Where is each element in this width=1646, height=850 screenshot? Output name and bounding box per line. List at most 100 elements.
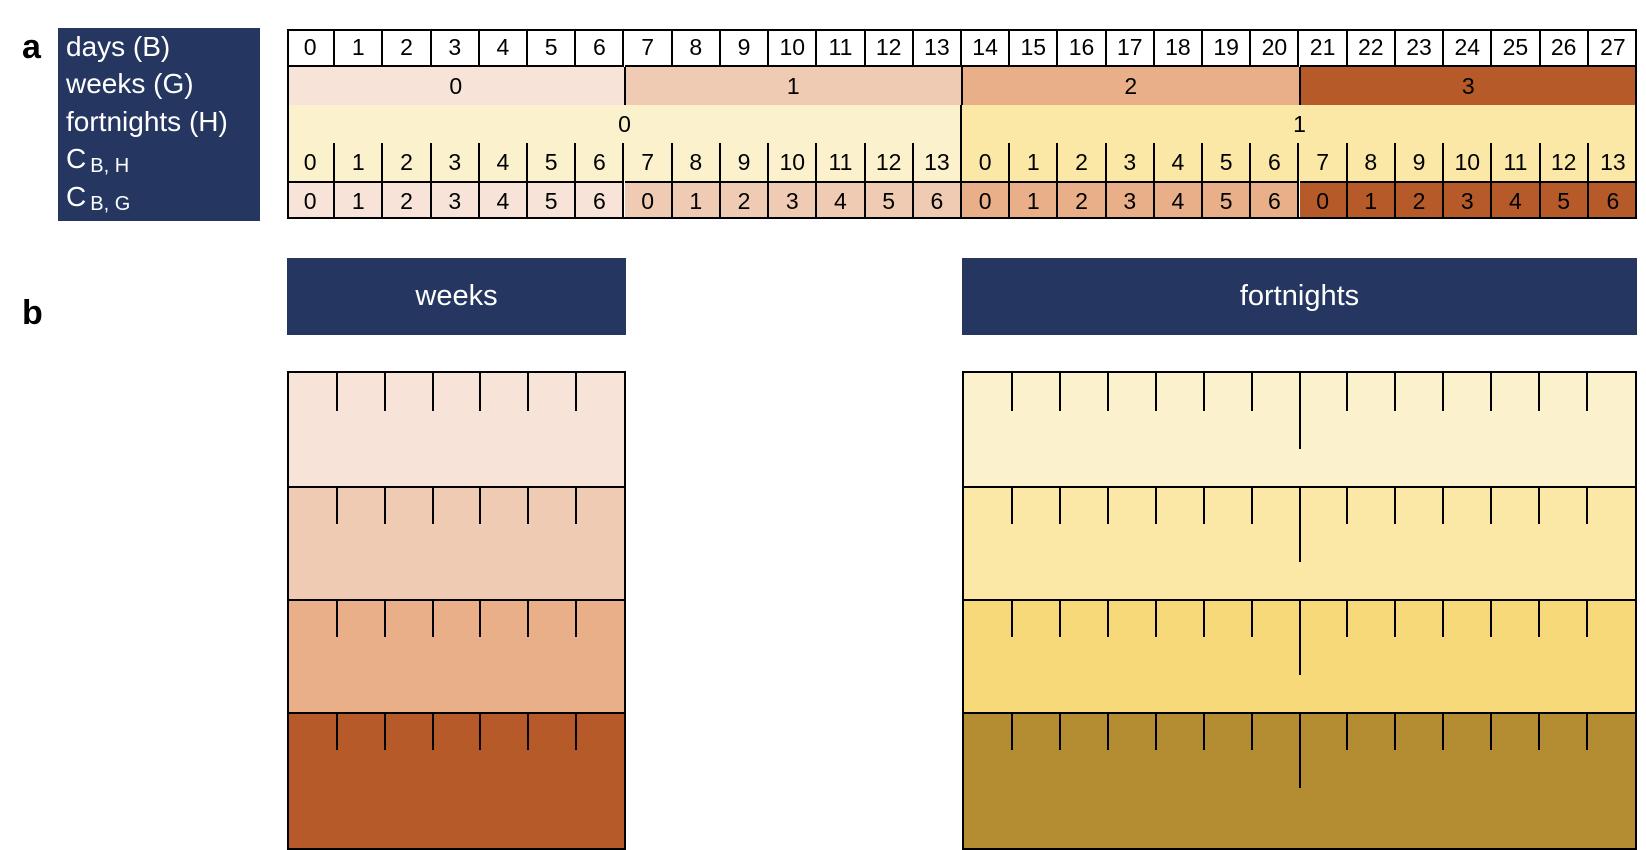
calendar-grid: 0 1 2 3 4 5 6 7 8 9 10 11 12 13 14 15 16 17 18 19 20 21 22 23 24… — [287, 29, 1637, 219]
c-bg-cell: 1 — [335, 181, 384, 219]
c-bh-cell: 8 — [673, 143, 721, 181]
fortnights-ruler-tick — [1538, 373, 1541, 411]
c-bg-cell: 2 — [383, 181, 432, 219]
c-bh-cell: 5 — [528, 143, 577, 181]
c-bh-cell: 3 — [432, 143, 480, 181]
c-bh-cell: 6 — [576, 143, 625, 181]
fortnights-ruler-tick — [1394, 486, 1397, 524]
c-bh-cell: 12 — [866, 143, 914, 181]
day-cell: 23 — [1395, 29, 1445, 67]
fortnights-ruler-tick — [1106, 599, 1109, 637]
c-bh-cell: 11 — [817, 143, 866, 181]
c-bg-cell: 4 — [817, 181, 866, 219]
day-cell: 22 — [1347, 29, 1396, 67]
weeks-ruler-band — [289, 599, 624, 712]
day-cell: 2 — [383, 29, 432, 67]
day-cell: 11 — [817, 29, 866, 67]
weeks-ruler-tick — [479, 712, 482, 750]
day-cell: 19 — [1203, 29, 1252, 67]
day-cell: 16 — [1058, 29, 1107, 67]
fortnights-ruler-tick — [1586, 712, 1589, 750]
c-bg-cell: 5 — [1540, 181, 1589, 219]
day-cell: 4 — [479, 29, 529, 67]
c-bg-cell: 0 — [624, 181, 673, 219]
row-label-c-bg-sub: B, G — [90, 193, 131, 215]
fortnight-cell — [287, 105, 962, 181]
day-cell: 3 — [431, 29, 480, 67]
fortnights-ruler-tick — [1538, 712, 1541, 750]
c-bh-cell: 13 — [914, 143, 962, 181]
row-label-panel: days (B) weeks (G) fortnights (H) C B, H … — [58, 28, 260, 221]
fortnights-ruler-tick — [1154, 712, 1157, 750]
row-label-days: days (B) — [66, 31, 171, 62]
day-cell: 27 — [1588, 29, 1637, 67]
row-label-c-bh-main: C — [66, 143, 87, 174]
c-bh-cell: 4 — [480, 143, 529, 181]
c-bg-cell: 6 — [1251, 181, 1300, 219]
c-bg-cell: 1 — [672, 181, 721, 219]
day-cell: 13 — [913, 29, 962, 67]
c-bg-cell: 5 — [1203, 181, 1252, 219]
weeks-ruler-tick — [527, 712, 530, 750]
c-bh-cell: 10 — [1444, 143, 1493, 181]
c-bg-cell: 2 — [720, 181, 770, 219]
day-cell: 6 — [576, 29, 625, 67]
fortnights-ruler-tick — [1202, 373, 1205, 411]
day-cell: 17 — [1106, 29, 1155, 67]
fortnights-ruler-tick — [1154, 373, 1157, 411]
panel-b-letter: b — [22, 294, 43, 332]
fortnights-ruler-tick — [1394, 373, 1397, 411]
c-bg-cell: 6 — [576, 181, 625, 219]
fortnights-ruler-tick — [1346, 712, 1349, 750]
c-bg-cell: 3 — [769, 181, 818, 219]
fortnights-ruler-tick — [1298, 712, 1301, 788]
fortnights-ruler-tick — [1586, 373, 1589, 411]
fortnights-ruler-tick — [1442, 373, 1445, 411]
day-cell: 15 — [1010, 29, 1059, 67]
day-cell: 7 — [624, 29, 673, 67]
c-bg-cell: 0 — [1299, 181, 1348, 219]
c-bg-cell: 2 — [1395, 181, 1445, 219]
c-bg-cell: 4 — [1154, 181, 1204, 219]
c-bh-cell: 7 — [625, 143, 673, 181]
fortnights-ruler-tick — [1346, 599, 1349, 637]
fortnights-ruler-tick — [1250, 486, 1253, 524]
weeks-ruler-band — [289, 486, 624, 599]
day-cell: 18 — [1154, 29, 1204, 67]
week-cell: 2 — [962, 67, 1300, 105]
fortnights-ruler-tick — [1346, 486, 1349, 524]
weeks-ruler-tick — [479, 486, 482, 524]
weeks-ruler-tick — [383, 599, 386, 637]
weeks-ruler-tick — [431, 599, 434, 637]
weeks-ruler-tick — [383, 373, 386, 411]
weeks-ruler-tick — [431, 486, 434, 524]
day-cell: 14 — [962, 29, 1011, 67]
fortnights-ruler-tick — [1442, 486, 1445, 524]
c-bg-cell: 1 — [1347, 181, 1396, 219]
c-bg-cell: 6 — [913, 181, 962, 219]
weeks-header: weeks — [287, 258, 626, 335]
fortnights-ruler-tick — [1490, 599, 1493, 637]
fortnights-ruler-tick — [1202, 486, 1205, 524]
weeks-ruler-tick — [527, 373, 530, 411]
fortnights-ruler-tick — [1298, 599, 1301, 675]
weeks-ruler-tick — [335, 486, 338, 524]
weeks-ruler-band — [289, 373, 624, 486]
weeks-ruler-tick — [431, 712, 434, 750]
c-bh-cell: 0 — [962, 143, 1011, 181]
fortnights-ruler-tick — [1346, 373, 1349, 411]
day-cell: 9 — [720, 29, 770, 67]
weeks-ruler-tick — [575, 373, 578, 411]
fortnights-ruler-tick — [1106, 712, 1109, 750]
c-bh-cell: 3 — [1107, 143, 1155, 181]
fortnights-ruler-tick — [1490, 486, 1493, 524]
week-divider — [961, 67, 963, 105]
panel-a-letter: a — [22, 28, 41, 66]
c-bh-cell: 2 — [383, 143, 432, 181]
weeks-ruler-band — [289, 712, 624, 848]
c-bh-cell: 1 — [335, 143, 384, 181]
c-bh-cell: 5 — [1203, 143, 1252, 181]
c-bg-cell: 3 — [1106, 181, 1155, 219]
fortnights-ruler-tick — [1298, 486, 1301, 562]
day-cell: 24 — [1444, 29, 1493, 67]
